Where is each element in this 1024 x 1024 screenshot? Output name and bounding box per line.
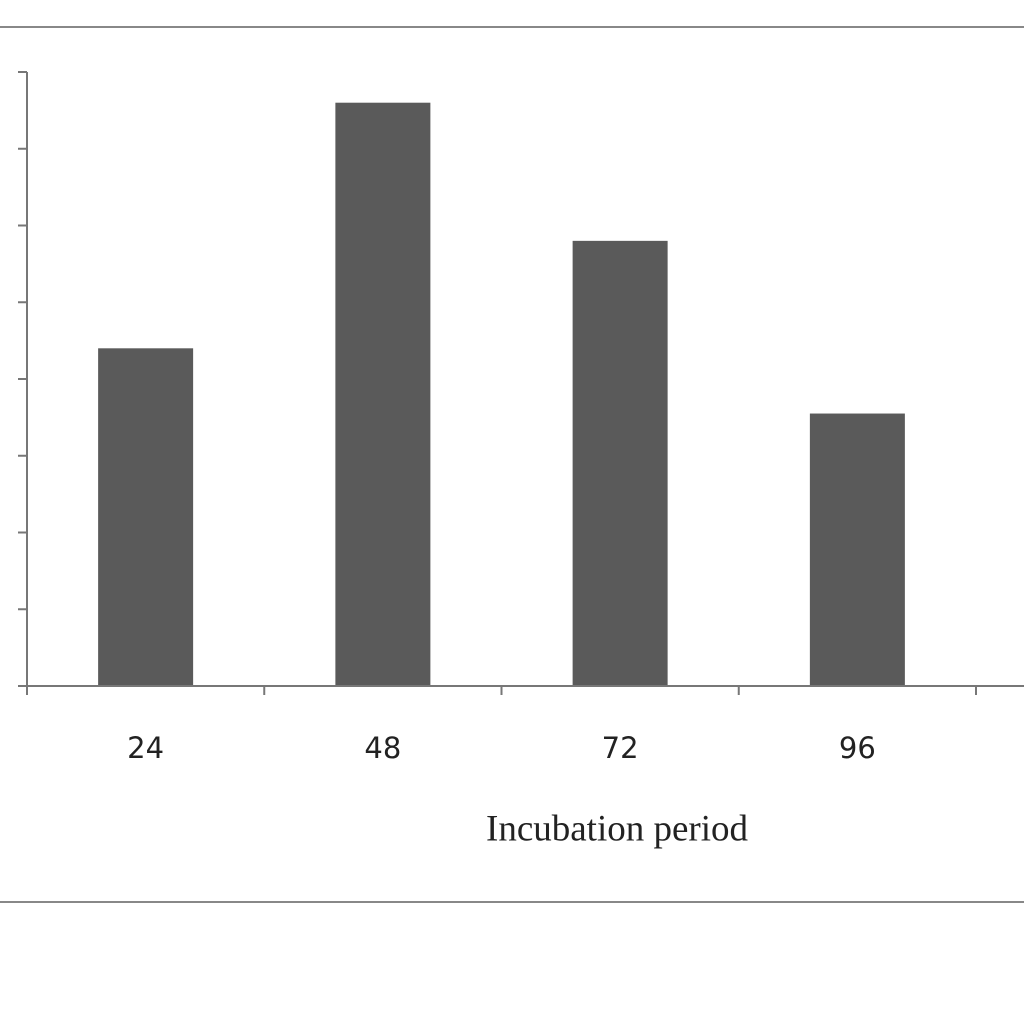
bar [809,413,905,686]
x-tick-label: 72 [602,731,639,765]
x-tick-label: 24 [127,731,164,765]
bar [335,102,431,686]
x-tick-label: 48 [364,731,401,765]
bar [572,240,668,686]
x-axis-title: Incubation period [486,808,748,849]
x-tick-label: 96 [839,731,876,765]
bar [98,348,194,686]
